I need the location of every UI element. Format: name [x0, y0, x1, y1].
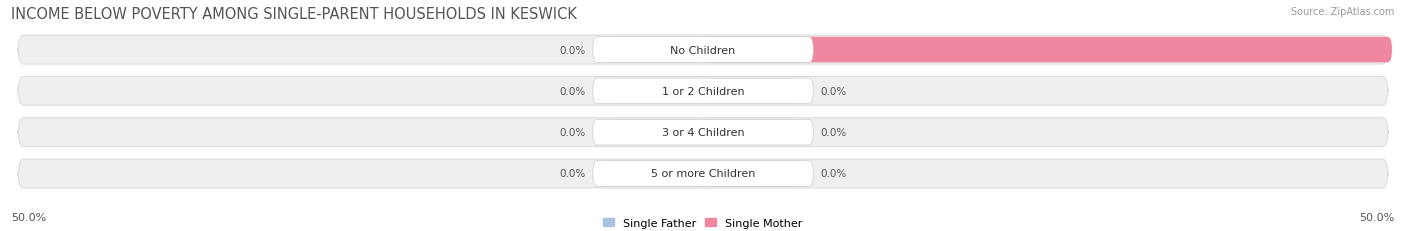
Text: 0.0%: 0.0%	[820, 86, 846, 97]
Text: 0.0%: 0.0%	[560, 169, 586, 179]
Text: 3 or 4 Children: 3 or 4 Children	[662, 128, 744, 138]
FancyBboxPatch shape	[703, 79, 800, 104]
Text: 50.0%: 50.0%	[11, 212, 46, 222]
FancyBboxPatch shape	[593, 120, 813, 145]
FancyBboxPatch shape	[18, 77, 1388, 106]
FancyBboxPatch shape	[593, 38, 813, 63]
FancyBboxPatch shape	[18, 159, 1388, 188]
FancyBboxPatch shape	[703, 161, 800, 186]
FancyBboxPatch shape	[18, 118, 1388, 147]
FancyBboxPatch shape	[606, 38, 703, 63]
FancyBboxPatch shape	[18, 36, 1388, 65]
Text: 0.0%: 0.0%	[560, 45, 586, 55]
FancyBboxPatch shape	[606, 161, 703, 186]
Legend: Single Father, Single Mother: Single Father, Single Mother	[603, 218, 803, 228]
FancyBboxPatch shape	[606, 79, 703, 104]
Text: 0.0%: 0.0%	[560, 86, 586, 97]
FancyBboxPatch shape	[606, 120, 703, 145]
Text: 0.0%: 0.0%	[820, 169, 846, 179]
Text: 0.0%: 0.0%	[820, 128, 846, 138]
FancyBboxPatch shape	[703, 38, 1392, 63]
FancyBboxPatch shape	[593, 79, 813, 104]
Text: 5 or more Children: 5 or more Children	[651, 169, 755, 179]
Text: INCOME BELOW POVERTY AMONG SINGLE-PARENT HOUSEHOLDS IN KESWICK: INCOME BELOW POVERTY AMONG SINGLE-PARENT…	[11, 7, 576, 22]
FancyBboxPatch shape	[703, 120, 800, 145]
Text: 0.0%: 0.0%	[560, 128, 586, 138]
FancyBboxPatch shape	[593, 161, 813, 186]
Text: Source: ZipAtlas.com: Source: ZipAtlas.com	[1291, 7, 1395, 17]
Text: No Children: No Children	[671, 45, 735, 55]
Text: 1 or 2 Children: 1 or 2 Children	[662, 86, 744, 97]
Text: 50.0%: 50.0%	[1360, 212, 1395, 222]
